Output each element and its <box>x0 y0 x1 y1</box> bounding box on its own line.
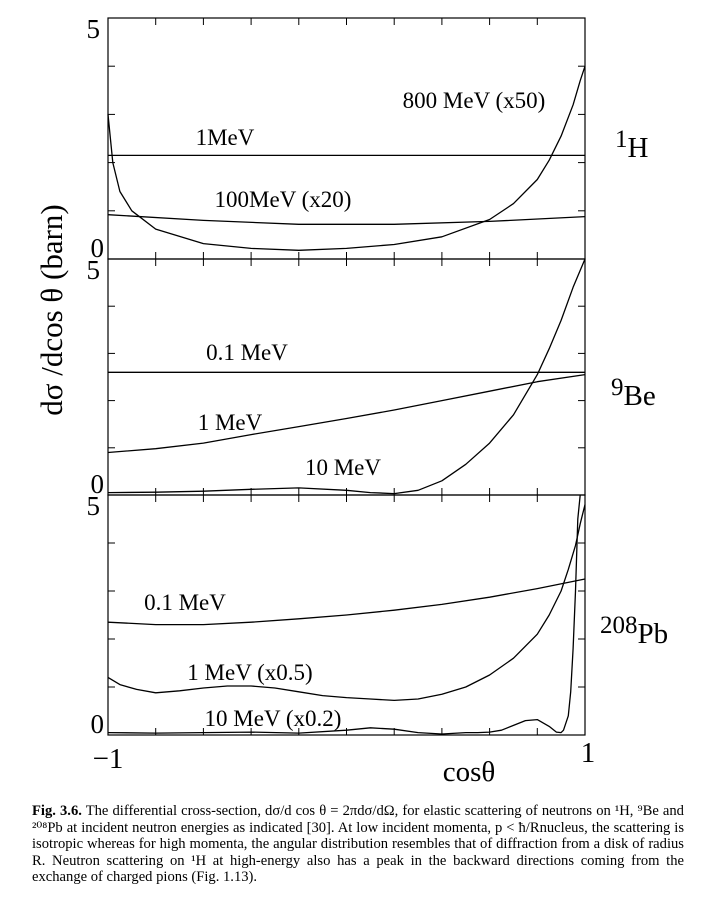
series-label: 10 MeV (x0.2) <box>205 706 342 731</box>
series-label: 1MeV <box>196 125 255 150</box>
series-label: 0.1 MeV <box>206 340 288 365</box>
nucleus-symbol: Be <box>624 380 656 412</box>
panel-pb: 5 0 0.1 MeV 1 MeV (x0.5) 10 MeV (x0.2) 208Pb <box>87 491 669 739</box>
nucleus-label: 1H <box>615 126 649 164</box>
series-label: 0.1 MeV <box>144 590 226 615</box>
y-tick-label-bottom: 0 <box>91 709 105 739</box>
series-line <box>107 373 586 454</box>
series-line <box>107 494 581 735</box>
series-line <box>107 258 586 495</box>
y-tick-label-top: 5 <box>87 255 101 285</box>
series-line <box>107 578 586 626</box>
series-label: 100MeV (x20) <box>215 187 352 212</box>
x-axis-label: cosθ <box>443 756 496 788</box>
series-label: 1 MeV (x0.5) <box>187 660 312 685</box>
series-line <box>107 504 586 702</box>
series-label: 1 MeV <box>198 410 263 435</box>
y-tick-label-top: 5 <box>87 491 101 521</box>
caption-text: The differential cross-section, dσ/d cos… <box>32 803 684 886</box>
x-tick-label-left: −1 <box>93 743 124 775</box>
panel-frame <box>107 17 586 260</box>
series-label: 10 MeV <box>305 455 381 480</box>
nucleus-mass-number: 208 <box>600 612 638 639</box>
y-axis-label: dσ /dcos θ (barn) <box>34 204 69 415</box>
x-tick-label-right: 1 <box>581 737 596 769</box>
series-line <box>107 65 586 251</box>
nucleus-mass-number: 9 <box>611 374 624 401</box>
series-line <box>107 214 586 225</box>
panel-h: 5 0 1MeV 100MeV (x20) 800 MeV (x50) 1H <box>87 14 649 263</box>
nucleus-symbol: Pb <box>638 618 669 650</box>
nucleus-mass-number: 1 <box>615 126 628 153</box>
series-label: 800 MeV (x50) <box>403 88 546 113</box>
figure-caption: Fig. 3.6. The differential cross-section… <box>32 803 684 886</box>
nucleus-label: 208Pb <box>600 612 668 650</box>
y-tick-label-top: 5 <box>87 14 101 44</box>
caption-figure-label: Fig. 3.6. <box>32 803 82 819</box>
nucleus-symbol: H <box>628 132 649 164</box>
y-tick-label-bottom: 0 <box>91 469 105 499</box>
y-tick-label-bottom: 0 <box>91 233 105 263</box>
panel-be: 5 0 0.1 MeV 1 MeV 10 MeV 9Be <box>87 255 656 499</box>
nucleus-label: 9Be <box>611 374 656 412</box>
